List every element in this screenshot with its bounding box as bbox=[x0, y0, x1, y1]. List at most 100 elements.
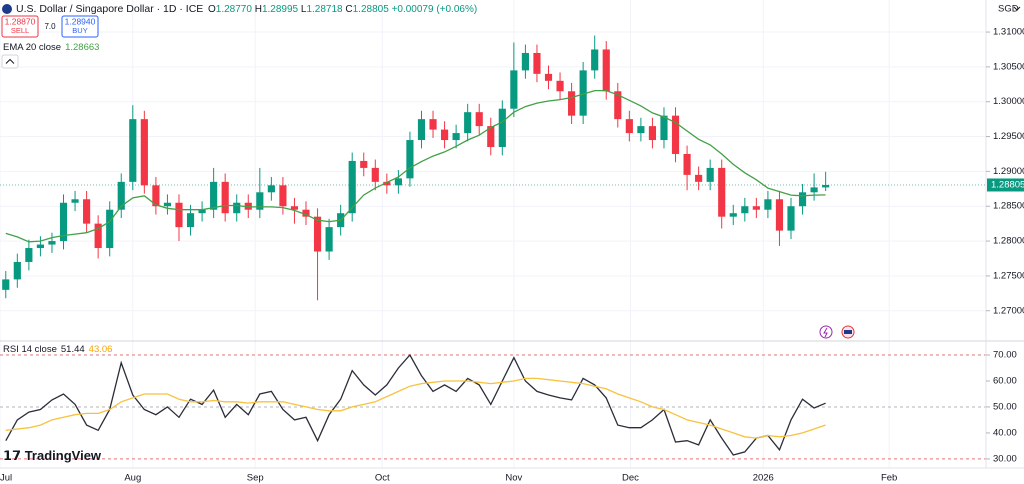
sell-label: SELL bbox=[11, 26, 29, 35]
candle-body bbox=[233, 202, 241, 214]
candle-body bbox=[175, 202, 183, 228]
logo: 𝟭𝟳 TradingView bbox=[3, 448, 102, 463]
y-tick-label: 1.28500 bbox=[993, 201, 1024, 212]
symbol-title: U.S. Dollar / Singapore Dollar · 1D · IC… bbox=[16, 3, 203, 15]
candle-body bbox=[163, 202, 172, 207]
plot bbox=[0, 35, 986, 456]
candle-body bbox=[787, 206, 795, 231]
y-tick-label: 1.29500 bbox=[993, 131, 1024, 142]
ohlc-key: C bbox=[345, 4, 352, 15]
candle-body bbox=[440, 129, 449, 141]
candle-body bbox=[325, 227, 333, 252]
candle-body bbox=[752, 206, 760, 210]
ema-legend: EMA 20 close 1.28663 bbox=[3, 42, 99, 53]
candle-body bbox=[59, 202, 68, 242]
y-tick-label: 1.27000 bbox=[993, 305, 1024, 316]
candle-body bbox=[487, 126, 495, 148]
candle-body bbox=[417, 119, 426, 141]
x-tick-label: Sep bbox=[247, 473, 264, 484]
candle-body bbox=[394, 178, 402, 186]
candle-body bbox=[83, 199, 91, 224]
event-icon[interactable] bbox=[819, 325, 833, 339]
grid bbox=[0, 0, 986, 468]
candle-body bbox=[775, 199, 784, 231]
logo-text: TradingView bbox=[25, 448, 102, 463]
candle-body bbox=[210, 181, 218, 210]
candle-body bbox=[602, 49, 610, 92]
ohlc-key: O bbox=[208, 4, 216, 15]
change: +0.00079 (+0.06%) bbox=[392, 4, 478, 15]
collapse-button[interactable] bbox=[1, 54, 19, 69]
candle-body bbox=[13, 261, 21, 280]
y-tick-label: 60.00 bbox=[993, 375, 1017, 386]
y-tick-label: 1.28000 bbox=[993, 236, 1024, 247]
candle-body bbox=[406, 140, 414, 179]
candle-body bbox=[718, 167, 726, 217]
x-tick-label: Jul bbox=[0, 473, 12, 484]
y-tick-label: 1.29000 bbox=[993, 166, 1024, 177]
candle-body bbox=[648, 126, 657, 141]
ohlc-legend: O1.28770 H1.28995 L1.28718 C1.28805 +0.0… bbox=[208, 4, 477, 15]
candle-body bbox=[429, 119, 437, 130]
candle-body bbox=[348, 160, 356, 214]
ohlc-key: H bbox=[255, 4, 262, 15]
spread: 7.0 bbox=[44, 22, 56, 31]
ohlc-key: L bbox=[301, 4, 307, 15]
candle-body bbox=[48, 241, 56, 245]
candle-body bbox=[625, 119, 633, 134]
x-tick-label: Oct bbox=[375, 473, 390, 484]
candle-body bbox=[106, 209, 114, 249]
candle-body bbox=[464, 112, 472, 134]
rsi-name: RSI 14 close bbox=[3, 344, 57, 355]
ema-name: EMA 20 close bbox=[3, 42, 61, 53]
candle-body bbox=[475, 112, 483, 127]
candle-body bbox=[637, 126, 645, 134]
candle-body bbox=[614, 91, 622, 120]
candle-body bbox=[383, 181, 391, 186]
y-tick-label: 1.27500 bbox=[993, 270, 1024, 281]
candle-body bbox=[764, 199, 772, 210]
candle-body bbox=[798, 192, 807, 207]
y-tick-label: 50.00 bbox=[993, 401, 1017, 412]
rsi-value: 51.44 bbox=[61, 344, 85, 355]
candle-body bbox=[556, 80, 564, 92]
candle-body bbox=[129, 119, 137, 182]
candle-body bbox=[198, 209, 206, 214]
candle-body bbox=[660, 115, 668, 141]
candle-body bbox=[94, 223, 102, 249]
ohlc-value: 1.28770 bbox=[216, 4, 253, 15]
buy-price: 1.28940 bbox=[65, 16, 96, 26]
candle-body bbox=[244, 202, 252, 210]
candle-body bbox=[671, 115, 680, 154]
flag-icon bbox=[844, 330, 852, 334]
x-tick-label: 2026 bbox=[753, 473, 774, 484]
axes: Jul Aug Sep Oct Nov Dec 2026 Feb 1.27000 1.27500 1… bbox=[0, 27, 1024, 484]
candle-body bbox=[152, 185, 160, 207]
y-tick-label: 1.31000 bbox=[993, 27, 1024, 38]
candle-body bbox=[25, 248, 33, 262]
ohlc-value: 1.28995 bbox=[262, 4, 299, 15]
candle-body bbox=[591, 49, 599, 71]
buy-label: BUY bbox=[72, 26, 87, 35]
candle-body bbox=[568, 91, 576, 116]
candle-body bbox=[810, 187, 818, 193]
candle-body bbox=[729, 213, 737, 217]
candle-body bbox=[2, 279, 10, 290]
rsi-line bbox=[5, 353, 826, 456]
sell-price: 1.28870 bbox=[5, 16, 36, 26]
candle-body bbox=[36, 244, 44, 249]
candle-body bbox=[822, 184, 830, 188]
candle-body bbox=[498, 108, 506, 148]
candle-body bbox=[186, 213, 195, 228]
candle-body bbox=[452, 133, 460, 141]
x-tick-label: Nov bbox=[505, 473, 522, 484]
candle-body bbox=[256, 192, 264, 210]
y-tick-label: 30.00 bbox=[993, 453, 1017, 464]
y-tick-label: 70.00 bbox=[993, 350, 1017, 361]
buy-button[interactable] bbox=[61, 15, 99, 38]
y-tick-label: 40.00 bbox=[993, 427, 1017, 438]
rsi-ma-line bbox=[5, 377, 826, 439]
sell-button[interactable] bbox=[1, 15, 39, 38]
ema-line bbox=[5, 89, 826, 243]
